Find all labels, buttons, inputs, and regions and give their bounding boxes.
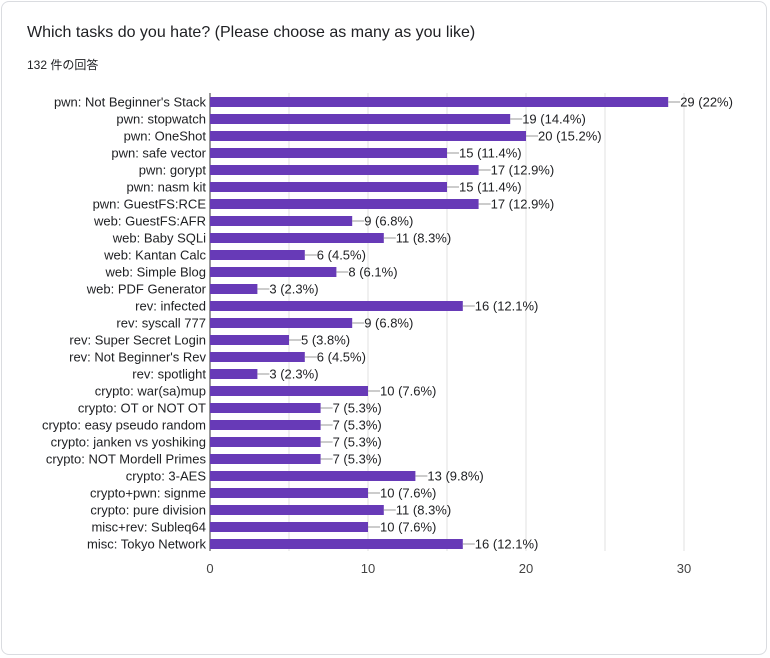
response-count: 132 件の回答 xyxy=(27,58,99,72)
data-label: 29 (22%) xyxy=(680,95,733,110)
data-label: 7 (5.3%) xyxy=(333,435,382,450)
x-tick-label: 10 xyxy=(361,561,375,576)
data-label: 10 (7.6%) xyxy=(380,486,436,501)
data-label: 13 (9.8%) xyxy=(427,469,483,484)
data-label: 6 (4.5%) xyxy=(317,248,366,263)
category-label: rev: syscall 777 xyxy=(116,316,206,331)
data-label: 15 (11.4%) xyxy=(459,146,522,161)
x-tick-label: 0 xyxy=(206,561,213,576)
data-label: 16 (12.1%) xyxy=(475,299,539,314)
bar xyxy=(210,420,321,430)
category-label: pwn: gorypt xyxy=(139,163,207,178)
bar xyxy=(210,233,384,243)
bar xyxy=(210,403,321,413)
category-label: web: Simple Blog xyxy=(105,265,206,280)
category-label: rev: spotlight xyxy=(132,367,206,382)
category-label: pwn: safe vector xyxy=(111,146,206,161)
data-label: 20 (15.2%) xyxy=(538,129,602,144)
category-label: misc: Tokyo Network xyxy=(87,537,206,552)
bar xyxy=(210,522,368,532)
data-label: 9 (6.8%) xyxy=(364,214,413,229)
category-label: rev: infected xyxy=(135,299,206,314)
category-label: pwn: OneShot xyxy=(124,129,207,144)
x-tick-label: 30 xyxy=(677,561,691,576)
bar xyxy=(210,199,479,209)
category-label: crypto+pwn: signme xyxy=(90,486,206,501)
category-label: crypto: 3-AES xyxy=(126,469,207,484)
data-label: 3 (2.3%) xyxy=(269,367,318,382)
data-label: 11 (8.3%) xyxy=(396,503,451,518)
bar xyxy=(210,437,321,447)
data-label: 6 (4.5%) xyxy=(317,350,366,365)
question-title: Which tasks do you hate? (Please choose … xyxy=(27,24,476,41)
bar xyxy=(210,454,321,464)
data-label: 7 (5.3%) xyxy=(333,418,382,433)
category-label: pwn: stopwatch xyxy=(116,112,206,127)
data-label: 9 (6.8%) xyxy=(364,316,413,331)
bar xyxy=(210,539,463,549)
category-label: crypto: easy pseudo random xyxy=(42,418,206,433)
bar xyxy=(210,386,368,396)
data-label: 15 (11.4%) xyxy=(459,180,522,195)
data-label: 10 (7.6%) xyxy=(380,384,436,399)
bar xyxy=(210,505,384,515)
data-label: 10 (7.6%) xyxy=(380,520,436,535)
category-label: rev: Super Secret Login xyxy=(69,333,206,348)
category-label: misc+rev: Subleq64 xyxy=(91,520,206,535)
data-label: 7 (5.3%) xyxy=(333,401,382,416)
data-label: 16 (12.1%) xyxy=(475,537,539,552)
data-label: 8 (6.1%) xyxy=(348,265,397,280)
data-label: 17 (12.9%) xyxy=(491,163,555,178)
category-label: web: GuestFS:AFR xyxy=(93,214,206,229)
bar xyxy=(210,471,416,481)
data-label: 17 (12.9%) xyxy=(491,197,555,212)
bar xyxy=(210,114,511,124)
data-label: 5 (3.8%) xyxy=(301,333,350,348)
category-label: crypto: janken vs yoshiking xyxy=(51,435,206,450)
bar xyxy=(210,165,479,175)
data-label: 19 (14.4%) xyxy=(522,112,586,127)
category-label: web: Baby SQLi xyxy=(112,231,206,246)
bar xyxy=(210,335,289,345)
data-label: 7 (5.3%) xyxy=(333,452,382,467)
bar xyxy=(210,369,258,379)
bar xyxy=(210,216,353,226)
category-label: rev: Not Beginner's Rev xyxy=(69,350,206,365)
category-label: crypto: OT or NOT OT xyxy=(78,401,206,416)
category-label: crypto: pure division xyxy=(90,503,206,518)
bar xyxy=(210,284,258,294)
bar xyxy=(210,250,305,260)
x-tick-label: 20 xyxy=(519,561,533,576)
category-label: crypto: NOT Mordell Primes xyxy=(46,452,207,467)
category-label: pwn: Not Beginner's Stack xyxy=(54,95,207,110)
category-label: web: PDF Generator xyxy=(86,282,207,297)
bar xyxy=(210,301,463,311)
category-label: crypto: war(sa)mup xyxy=(95,384,206,399)
data-label: 11 (8.3%) xyxy=(396,231,451,246)
bar xyxy=(210,97,669,107)
bar xyxy=(210,352,305,362)
bar xyxy=(210,267,337,277)
bar xyxy=(210,318,353,328)
bar xyxy=(210,182,447,192)
bar xyxy=(210,148,447,158)
category-label: pwn: GuestFS:RCE xyxy=(93,197,207,212)
data-label: 3 (2.3%) xyxy=(269,282,318,297)
category-label: pwn: nasm kit xyxy=(127,180,207,195)
bar xyxy=(210,488,368,498)
bar xyxy=(210,131,526,141)
category-label: web: Kantan Calc xyxy=(103,248,206,263)
